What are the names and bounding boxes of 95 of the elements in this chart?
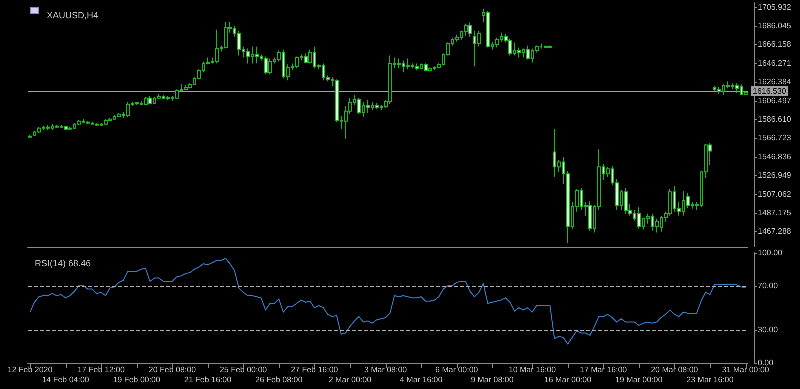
x-tick-label: 20 Feb 08:00 [148,366,197,374]
candlestick [95,122,99,127]
x-tick-label: 25 Feb 00:00 [220,366,268,374]
y-tick-label: 1666.158 [758,40,792,50]
x-tick-label: 31 Mar 00:00 [722,366,770,374]
candlestick [624,188,628,214]
x-tick-label: 17 Feb 12:00 [78,366,126,374]
x-tick-label: 14 Feb 04:00 [42,376,90,384]
candlestick [415,63,419,72]
candlestick [224,21,228,50]
candlestick [548,45,552,48]
candlestick [55,124,59,129]
candlestick [246,48,250,64]
candlestick [144,96,148,106]
candlestick [28,134,32,139]
y-tick-label: 1467.288 [758,227,792,236]
x-tick-label: 19 Mar 00:00 [616,376,664,384]
y-tick-label: 1606.497 [758,96,792,106]
candlestick [117,112,121,118]
candlestick [544,45,548,48]
candlestick [77,120,81,126]
candlestick [215,29,219,64]
candlestick [304,53,308,64]
x-tick-label: 21 Feb 16:00 [184,376,232,384]
x-tick-label: 2 Mar 00:00 [328,376,372,384]
candlestick [357,98,361,115]
candlestick [46,124,50,131]
candlestick [428,67,432,72]
candlestick [255,46,259,64]
text: XAUUSD,H4 [47,10,99,20]
x-tick-label: 23 Mar 16:00 [686,376,734,384]
candlestick [495,37,499,48]
candlestick [388,55,392,105]
x-tick-label: 19 Feb 00:00 [113,376,162,384]
candlestick [64,126,68,131]
y-tick-label: 0.00 [758,358,774,368]
x-tick-label: 27 Feb 16:00 [291,366,339,374]
candlestick [455,34,459,42]
candlestick [508,38,512,56]
candlestick [86,120,90,125]
x-tick-label: 10 Mar 16:00 [508,366,557,374]
candlestick [397,58,401,70]
candlestick [655,218,659,234]
ref-line-label: 1616.530 [753,86,787,96]
candlestick [308,49,312,64]
y-tick-label: 1507.062 [758,190,792,199]
candlestick [104,118,108,126]
candlestick [464,23,468,36]
y-tick-label: 1705.932 [758,2,792,12]
text: RSI(14) 68.46 [35,258,92,268]
x-tick-label: 16 Mar 00:00 [544,376,592,384]
candlestick [517,47,521,58]
candlestick [148,96,152,105]
candlestick [126,102,130,118]
candlestick [486,10,490,48]
x-tick-label: 3 Mar 08:00 [364,366,408,374]
y-tick-label: 1586.610 [758,114,792,124]
candlestick [424,63,428,72]
candlestick [295,56,299,70]
y-tick-label: 1566.723 [758,134,792,143]
y-tick-label: 70.00 [758,282,779,290]
candlestick [375,103,379,110]
y-tick-label: 1526.949 [758,171,792,180]
candlestick [406,58,410,70]
candlestick [526,45,530,60]
candlestick [68,126,72,131]
candlestick [717,87,721,95]
x-tick-label: 4 Mar 16:00 [400,376,444,384]
candlestick [588,200,592,232]
x-tick-label: 12 Feb 2020 [8,366,54,374]
line-series [30,258,746,345]
candlestick [108,118,112,122]
candlestick [135,102,139,106]
x-tick-label: 26 Feb 08:00 [256,376,304,384]
candlestick [237,30,241,56]
y-tick-label: 1646.271 [758,58,792,68]
candlestick [735,83,739,94]
y-tick-label: 30.00 [758,326,779,334]
x-tick-label: 20 Mar 08:00 [651,366,699,374]
x-tick-label: 9 Mar 08:00 [471,376,514,384]
candlestick [184,85,188,92]
candlestick [264,56,268,76]
x-tick-label: 17 Mar 16:00 [580,366,628,374]
y-tick-label: 1626.384 [758,78,792,87]
x-tick-label: 6 Mar 00:00 [436,366,479,374]
candlestick [268,58,272,76]
candlestick [468,22,472,38]
y-tick-label: 100.00 [758,248,784,258]
y-tick-label: 1686.045 [758,21,792,30]
candlestick [366,100,370,114]
candlestick [637,206,641,230]
candlestick [166,96,170,102]
y-tick-label: 1546.836 [758,152,792,162]
y-tick-label: 1487.175 [758,208,792,218]
candlestick [37,126,41,134]
